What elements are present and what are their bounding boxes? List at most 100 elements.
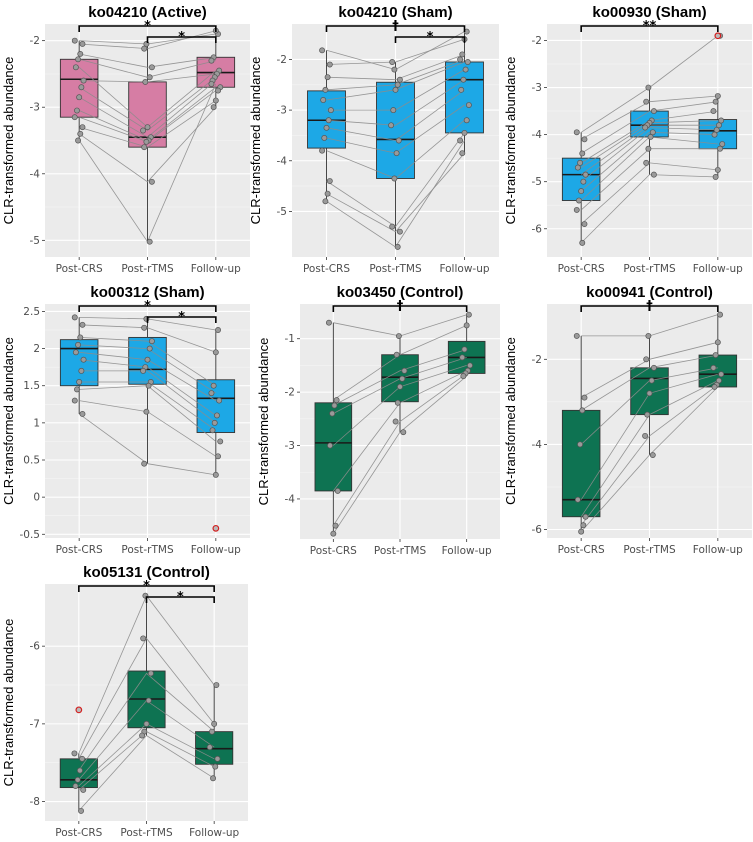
data-point (577, 159, 584, 166)
data-point (77, 130, 84, 137)
data-point (212, 471, 219, 478)
data-point (78, 807, 84, 814)
box-post-crs (561, 409, 601, 518)
subject-line (78, 734, 215, 812)
data-point (143, 408, 150, 415)
x-tick-label: Post-CRS (56, 544, 103, 556)
data-point (213, 682, 220, 688)
y-tick-label: -5 (30, 235, 40, 247)
data-point (79, 755, 86, 762)
box-follow-up (445, 61, 484, 134)
panel-title: ko05131 (Control) (83, 564, 210, 581)
significance-bracket (145, 596, 215, 603)
data-point (460, 373, 467, 380)
data-point (211, 419, 218, 426)
data-point (77, 334, 84, 341)
data-point (75, 56, 82, 63)
data-point (319, 47, 326, 54)
panel-title: ko00312 (Sham) (90, 284, 204, 301)
outlier-point (75, 706, 83, 714)
data-point (209, 427, 216, 434)
data-point (72, 349, 79, 356)
significance-label: * (177, 590, 184, 605)
data-point (649, 452, 656, 458)
y-tick-label: -3 (30, 102, 40, 114)
y-tick-label: 2 (33, 343, 40, 355)
y-tick-label: -2 (30, 35, 40, 47)
y-tick-label: 1.5 (23, 380, 40, 392)
data-point (645, 145, 652, 152)
data-point (646, 390, 653, 397)
y-tick-label: -2 (277, 54, 287, 66)
y-axis-label: CLR-transformed abundance (1, 337, 16, 505)
subject-line (78, 80, 217, 138)
data-point (645, 332, 652, 339)
subject-line (78, 672, 215, 771)
data-point (392, 418, 399, 425)
x-tick-label: Follow-up (442, 545, 492, 557)
data-point (394, 399, 401, 406)
data-point (147, 670, 154, 677)
data-point (389, 223, 396, 230)
y-tick-label: 0 (33, 492, 40, 504)
data-point (459, 150, 466, 157)
subject-line (79, 100, 217, 148)
y-tick-label: -4 (532, 129, 543, 141)
subject-line (78, 413, 216, 476)
data-point (396, 228, 403, 235)
data-point (329, 410, 336, 417)
data-point (71, 37, 78, 44)
panel-title: ko03450 (Control) (337, 284, 464, 301)
subject-line (580, 174, 718, 244)
data-point (715, 122, 722, 129)
x-tick-label: Post-CRS (56, 263, 103, 275)
y-tick-label: -6 (532, 524, 543, 536)
significance-label: † (397, 299, 404, 314)
data-point (465, 102, 472, 108)
subject-line (581, 341, 718, 398)
data-point (718, 371, 725, 378)
data-point (461, 346, 468, 353)
significance-bracket (78, 25, 217, 32)
data-point (321, 135, 328, 141)
data-point (578, 188, 585, 195)
data-point (714, 339, 721, 346)
y-tick-label: -2 (532, 354, 542, 366)
significance-bracket (580, 25, 719, 32)
data-point (215, 453, 221, 460)
data-point (77, 51, 84, 57)
data-point (581, 394, 588, 401)
panel-title: ko00930 (Sham) (592, 4, 706, 21)
data-point (465, 311, 472, 318)
data-point (648, 377, 655, 384)
data-point (327, 442, 333, 449)
subject-line (333, 349, 467, 406)
data-point (642, 124, 649, 131)
data-point (141, 45, 148, 52)
subject-line (79, 53, 216, 68)
data-point (573, 206, 580, 213)
significance-label: † (646, 299, 653, 314)
data-point (712, 352, 719, 359)
y-axis-label: CLR-transformed abundance (248, 57, 263, 225)
data-point (714, 93, 721, 99)
data-point (397, 383, 403, 390)
x-tick-label: Follow-up (693, 544, 743, 556)
data-point (395, 137, 402, 144)
data-point (717, 311, 723, 318)
y-tick-label: -4 (30, 168, 41, 180)
data-point (74, 776, 81, 783)
data-point (650, 108, 657, 115)
data-point (74, 107, 80, 114)
data-point (78, 367, 85, 374)
data-point (71, 314, 78, 321)
data-point (713, 126, 720, 133)
data-point (649, 129, 656, 136)
x-tick-label: Post-CRS (310, 545, 357, 557)
subject-line (581, 95, 718, 140)
y-tick-label: 0.5 (23, 455, 40, 467)
y-tick-label: -2 (532, 35, 542, 47)
data-point (333, 397, 340, 404)
